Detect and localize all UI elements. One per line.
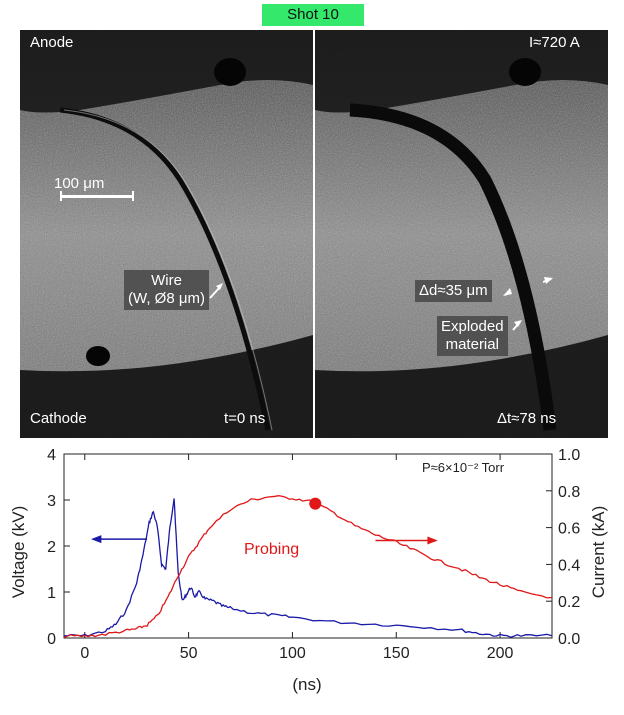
right-image-panel: I≈720 A Δt≈78 ns Δd≈35 μm Exploded mater… [315, 30, 608, 438]
shot-label: Shot 10 [262, 4, 364, 26]
y-tick-label-right: 0.6 [558, 521, 580, 538]
y-tick-label-left: 2 [47, 539, 56, 556]
wire-label-line1: Wire [151, 272, 182, 289]
voltage-arrow-head [90, 535, 102, 544]
wire-label: Wire (W, Ø8 μm) [124, 270, 209, 310]
y-tick-label-right: 0.4 [558, 557, 580, 574]
exploded-line1: Exploded [441, 318, 504, 335]
y-tick-label-right: 1.0 [558, 447, 580, 464]
current-arrow-head [427, 536, 438, 545]
x-tick-label: 150 [383, 645, 410, 662]
probing-point [309, 497, 322, 510]
left-image-panel: Anode Cathode t=0 ns 100 μm Wire (W, Ø8 … [20, 30, 313, 438]
scale-bar [60, 195, 134, 198]
voltage-series-line [63, 498, 553, 638]
y-tick-label-left: 3 [47, 493, 56, 510]
y-axis-label-left: Voltage (kV) [9, 506, 28, 599]
current-series-line [63, 495, 553, 639]
pressure-annotation: P≈6×10⁻² Torr [422, 460, 505, 475]
exploded-line2: material [445, 336, 499, 353]
y-tick-label-left: 4 [47, 447, 56, 464]
voltage-current-chart: 0 50 100 150 200 0 1 2 3 4 0.0 0.2 0.4 0.6 0.8 1.0 Volt… [0, 440, 624, 710]
scale-bar-label: 100 μm [54, 175, 105, 192]
y-tick-label-left: 1 [47, 585, 56, 602]
x-axis-label: (ns) [292, 675, 321, 694]
current-label: I≈720 A [529, 34, 580, 51]
y-tick-label-right: 0.0 [558, 631, 580, 648]
x-tick-label: 50 [180, 645, 198, 662]
y-tick-label-right: 0.2 [558, 594, 580, 611]
x-tick-label: 200 [487, 645, 514, 662]
delta-d-label: Δd≈35 μm [415, 280, 492, 302]
y-tick-label-left: 0 [47, 631, 56, 648]
wire-label-line2: (W, Ø8 μm) [128, 290, 205, 307]
x-tick-label: 100 [279, 645, 306, 662]
plot-frame [63, 453, 553, 639]
exploded-material-label: Exploded material [437, 316, 508, 356]
delta-t-label: Δt≈78 ns [497, 410, 557, 427]
cathode-label: Cathode [30, 410, 87, 427]
anode-label: Anode [30, 34, 74, 51]
x-tick-label: 0 [80, 645, 89, 662]
y-axis-label-right: Current (kA) [589, 506, 608, 599]
time-label: t=0 ns [224, 410, 266, 427]
probing-annotation: Probing [244, 541, 299, 558]
y-tick-label-right: 0.8 [558, 484, 580, 501]
